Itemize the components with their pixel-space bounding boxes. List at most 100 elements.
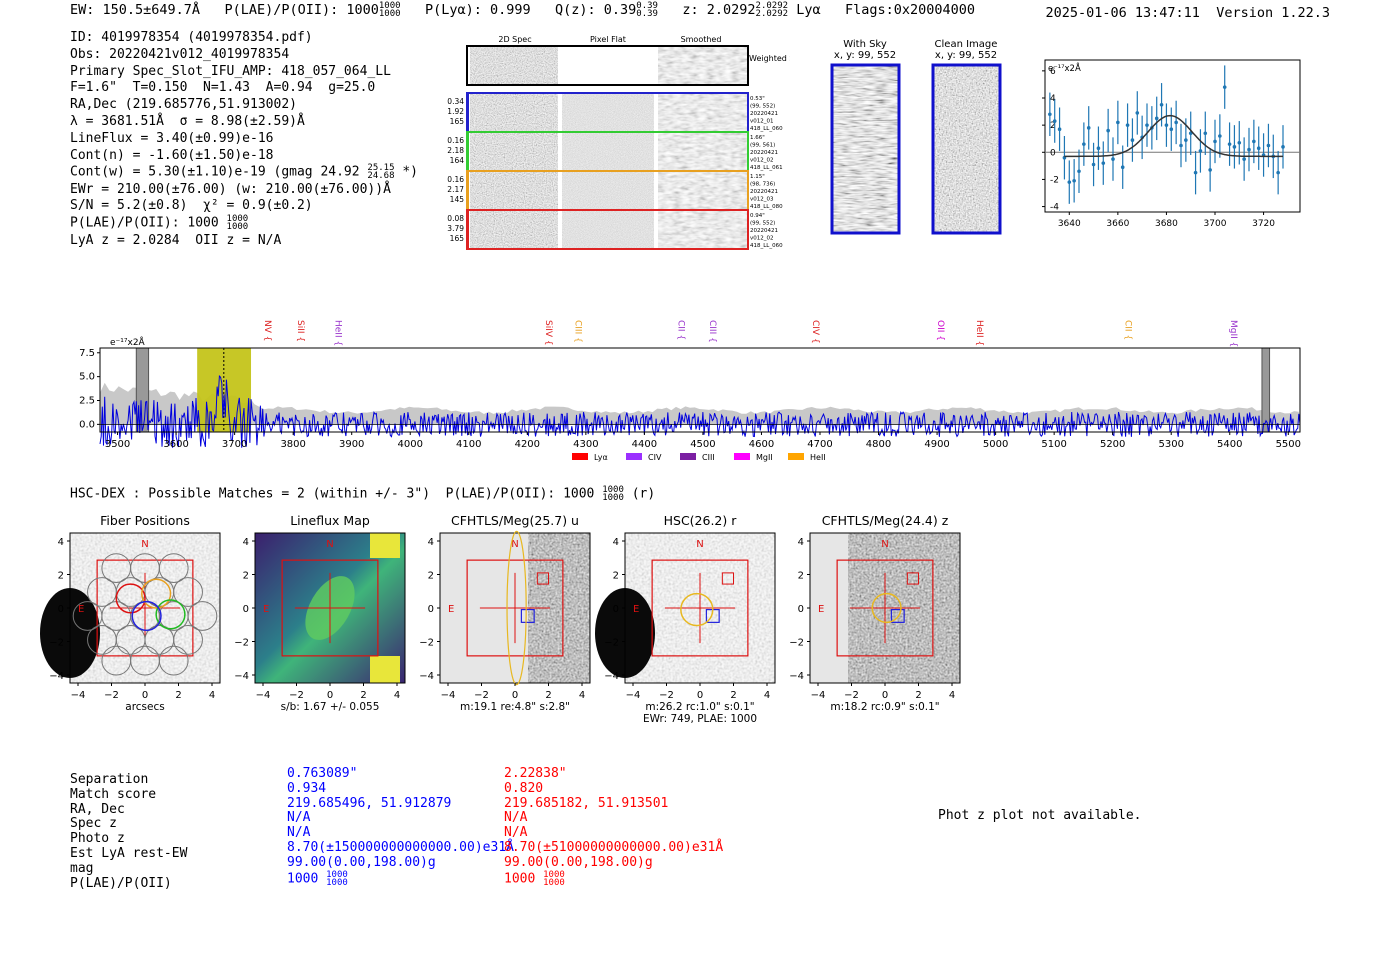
clean-image-title: Clean Image (935, 39, 998, 50)
spectrum-xtick-label: 4200 (515, 439, 540, 450)
panel-title: CFHTLS/Meg(24.4) z (822, 513, 949, 528)
panel-xtick-label: 2 (175, 690, 181, 701)
image-panel: Fiber Positions N E 4 2 0 −2 −4 −4 −2 0 2 4 arcsecs (40, 513, 221, 713)
ra-dec: RA,Dec (219.685776,51.913002) (70, 97, 297, 113)
legend-label: HeII (810, 453, 826, 462)
panel-xtick-label: 4 (949, 690, 955, 701)
source-ellipse (680, 592, 714, 627)
fit-point (1218, 134, 1222, 138)
clean-image-frame (931, 63, 1002, 235)
fit-point (1052, 119, 1057, 123)
image-panel: Lineflux Map N E 4 2 0 −2 −4 −4 −2 0 2 4 s/b: 1.67 +/… (234, 513, 406, 713)
row-2d-spec (470, 211, 558, 248)
source-ellipse (506, 530, 527, 686)
timestamp: 2025-01-06 13:47:11 (1045, 5, 1200, 21)
panel-ytick-label: 4 (798, 537, 804, 548)
label-spec-z: Spec z (70, 816, 117, 832)
label-mag: mag (70, 860, 94, 876)
match-table-col2: 2.22838" 0.820 219.685182, 51.913501 N/A N/A… (504, 766, 724, 888)
lya-oii-z: LyA z = 2.0284 OII z = N/A (70, 232, 282, 248)
emission-line-label: CIII { (572, 320, 582, 343)
fit-point (1111, 157, 1115, 161)
panel-caption2: EWr: 749, PLAE: 1000 (643, 713, 757, 723)
row-color-bar (466, 172, 469, 209)
row-stat: 2.17 (447, 185, 464, 194)
fit-point (1106, 128, 1110, 133)
spectrum-ytick-label: 2.5 (79, 396, 95, 407)
weighted-smoothed (658, 47, 748, 84)
row-smoothed (658, 133, 748, 170)
row-pixel-flat (562, 133, 654, 170)
panel-caption: m:19.1 re:4.8" s:2.8" (460, 701, 570, 713)
fiber-blue (131, 600, 162, 632)
spectrum-ytick-label: 7.5 (79, 348, 95, 359)
row-meta: 20220421 (750, 150, 778, 156)
emission-line-label: MgII { (1228, 320, 1238, 347)
photz-message: Phot z plot not available. (938, 808, 1142, 823)
fit-point (1203, 131, 1208, 136)
row-meta: 1.15" (750, 174, 765, 180)
counterpart-blue (890, 608, 905, 623)
weighted-2d-spec (470, 47, 558, 84)
panel-ytick-label: −2 (789, 638, 804, 649)
row-stat: 2.18 (447, 146, 464, 155)
north-label: N (511, 539, 518, 550)
detection-info: ID: 4019978354 (4019978354.pdf) Obs: 2022… (70, 30, 418, 249)
panel-ytick-label: −4 (234, 671, 249, 682)
legend-label: Lyα (594, 453, 608, 462)
row-meta: 418_LL_080 (750, 204, 783, 210)
weighted-sum-label: Weighted Sum (749, 54, 790, 63)
fit-point (1222, 85, 1227, 89)
panel-caption: s/b: 1.67 +/- 0.055 (281, 701, 380, 713)
panel-ytick-label: 2 (243, 571, 249, 582)
spectrum-xtick-label: 5500 (1276, 439, 1301, 450)
fit-ytick-label: 0 (1050, 148, 1056, 158)
panel-xtick-label: −4 (256, 690, 271, 701)
col-header-pixel-flat: Pixel Flat (590, 35, 626, 44)
col-header-smoothed: Smoothed (681, 35, 722, 44)
plae-info: P(LAE)/P(OII): 1000 1000 1000 (70, 214, 249, 233)
fit-point (1130, 138, 1135, 142)
image-panel: CFHTLS/Meg(24.4) z N E 4 2 0 −2 −4 −4 −2 0 2 4 m:18.2… (789, 513, 961, 713)
fit-point (1193, 170, 1198, 175)
row-smoothed (658, 211, 748, 248)
with-sky-title: With Sky (843, 39, 887, 50)
spectrum-xtick-label: 5100 (1041, 439, 1066, 450)
fit-point (1266, 143, 1271, 148)
panel-xtick-label: 0 (697, 690, 703, 701)
fit-ytick-label: -2 (1050, 175, 1059, 185)
row-meta: 20220421 (750, 228, 778, 234)
east-label: E (263, 604, 269, 615)
line-fit-plot: -4 -2 0 2 4 6 3640 3660 3680 3700 3720 e⁻¹⁷x2Å (1042, 59, 1301, 229)
observation: Obs: 20220421v012_4019978354 (70, 46, 290, 62)
panel-ytick-label: −2 (419, 638, 434, 649)
panel-ytick-label: 0 (58, 604, 64, 615)
label-plae: P(LAE)/P(OII) (70, 875, 172, 891)
emission-line-label: NV { (262, 320, 272, 341)
fit-point (1096, 146, 1101, 151)
fit-point (1154, 116, 1159, 121)
fit-point (1135, 111, 1140, 115)
panel-xtick-label: −2 (474, 690, 489, 701)
col-header-2d-spec: 2D Spec (498, 35, 531, 44)
fit-ytick-label: 4 (1050, 94, 1056, 104)
timestamp-version: 2025-01-06 13:47:11 Version 1.22.3 (1046, 5, 1331, 21)
row-color-bar (466, 211, 469, 248)
panel-title: Lineflux Map (290, 513, 370, 528)
row-meta: (99, 552) (750, 221, 775, 227)
spectrum-xtick-label: 5300 (1158, 439, 1183, 450)
east-label: E (448, 604, 454, 615)
fit-point (1179, 143, 1183, 148)
panel-xtick-label: −2 (104, 690, 119, 701)
fit-point (1164, 123, 1169, 127)
row-meta: 418_LL_060 (750, 243, 783, 249)
legend-label: CIV (648, 453, 662, 462)
row-pixel-flat (562, 211, 654, 248)
with-sky-xy: x, y: 99, 552 (834, 50, 896, 61)
fit-point (1067, 180, 1072, 184)
emission-line-label: CII { (1123, 320, 1133, 340)
fit-xtick-label: 3680 (1155, 219, 1178, 229)
panel-ytick-label: 4 (613, 537, 619, 548)
north-label: N (696, 539, 703, 550)
panel-ytick-label: 2 (798, 571, 804, 582)
